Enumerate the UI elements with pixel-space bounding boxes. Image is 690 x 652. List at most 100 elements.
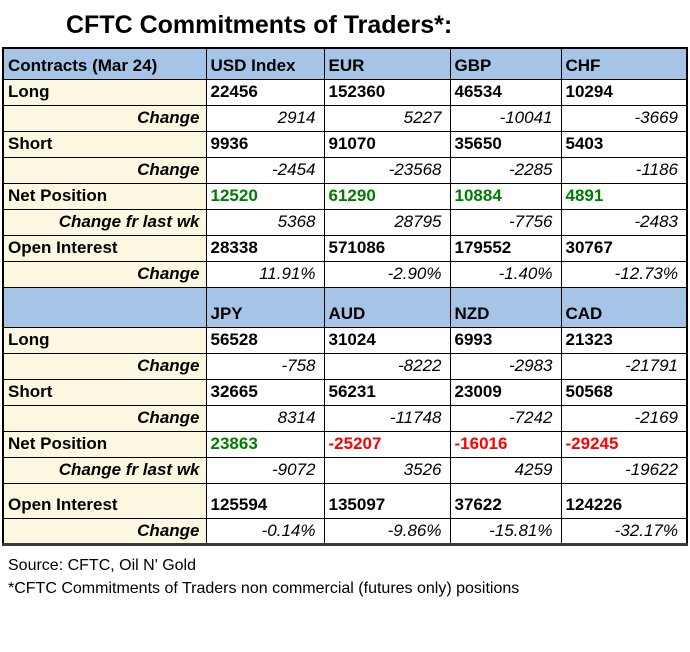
section-2-header-label	[2, 286, 207, 328]
table-row: Change -2454 -23568 -2285 -1186	[2, 156, 688, 184]
row-label: Change fr last wk	[2, 456, 207, 484]
column-header-gbp: GBP	[449, 47, 562, 80]
column-header-aud: AUD	[323, 286, 451, 328]
source-text: Source: CFTC, Oil N' Gold	[8, 556, 196, 574]
cell-value: 124226	[560, 482, 688, 519]
cell-value: 22456	[205, 78, 325, 106]
cell-value: -2169	[560, 404, 688, 432]
row-label: Short	[2, 378, 207, 406]
section-1-header-row: Contracts (Mar 24) USD Index EUR GBP CHF	[2, 47, 688, 80]
cell-value: 35650	[449, 130, 562, 158]
row-label: Long	[2, 78, 207, 106]
cell-value: -1186	[560, 156, 688, 184]
column-header-cad: CAD	[560, 286, 688, 328]
column-header-eur: EUR	[323, 47, 451, 80]
footer: Source: CFTC, Oil N' Gold *CFTC Commitme…	[8, 554, 690, 600]
table-row: Open Interest 125594 135097 37622 124226	[2, 482, 688, 519]
cell-value: -2.90%	[323, 260, 451, 288]
row-label: Change	[2, 517, 207, 545]
table-row: Change -758 -8222 -2983 -21791	[2, 352, 688, 380]
cell-value: 37622	[449, 482, 562, 519]
cell-value: -0.14%	[205, 517, 325, 545]
row-label: Net Position	[2, 430, 207, 458]
row-label: Short	[2, 130, 207, 158]
column-header-usd-index: USD Index	[205, 47, 325, 80]
cell-value: 5403	[560, 130, 688, 158]
cot-table: Contracts (Mar 24) USD Index EUR GBP CHF Long…	[2, 47, 688, 546]
cell-value: -9.86%	[323, 517, 451, 545]
cell-value: -2983	[449, 352, 562, 380]
cell-value: 10884	[449, 182, 562, 210]
cell-value: 4259	[449, 456, 562, 484]
cell-value: 46534	[449, 78, 562, 106]
table-row: Net Position 12520 61290 10884 4891	[2, 182, 688, 210]
row-label: Change fr last wk	[2, 208, 207, 236]
cell-value: 3526	[323, 456, 451, 484]
table-row: Open Interest 28338 571086 179552 30767	[2, 234, 688, 262]
cell-value: -25207	[323, 430, 451, 458]
cell-value: -15.81%	[449, 517, 562, 545]
row-label: Long	[2, 326, 207, 354]
cell-value: 21323	[560, 326, 688, 354]
cell-value: -2483	[560, 208, 688, 236]
table-row: Change fr last wk -9072 3526 4259 -19622	[2, 456, 688, 484]
table-row: Long 22456 152360 46534 10294	[2, 78, 688, 106]
column-header-chf: CHF	[560, 47, 688, 80]
cell-value: -29245	[560, 430, 688, 458]
section-2-header-row: JPY AUD NZD CAD	[2, 286, 688, 328]
cell-value: 8314	[205, 404, 325, 432]
cell-value: -2454	[205, 156, 325, 184]
cell-value: 4891	[560, 182, 688, 210]
column-header-jpy: JPY	[205, 286, 325, 328]
cell-value: 10294	[560, 78, 688, 106]
row-label: Change	[2, 260, 207, 288]
cell-value: -19622	[560, 456, 688, 484]
cell-value: 50568	[560, 378, 688, 406]
cell-value: 125594	[205, 482, 325, 519]
row-label: Open Interest	[2, 234, 207, 262]
row-label: Change	[2, 156, 207, 184]
cell-value: 135097	[323, 482, 451, 519]
cell-value: -3669	[560, 104, 688, 132]
cell-value: -10041	[449, 104, 562, 132]
cell-value: 56231	[323, 378, 451, 406]
cell-value: -758	[205, 352, 325, 380]
table-row: Change fr last wk 5368 28795 -7756 -2483	[2, 208, 688, 236]
cell-value: 12520	[205, 182, 325, 210]
table-row: Short 32665 56231 23009 50568	[2, 378, 688, 406]
cell-value: 9936	[205, 130, 325, 158]
cell-value: 31024	[323, 326, 451, 354]
cell-value: -23568	[323, 156, 451, 184]
cell-value: 5368	[205, 208, 325, 236]
cell-value: 30767	[560, 234, 688, 262]
cell-value: -21791	[560, 352, 688, 380]
cell-value: -9072	[205, 456, 325, 484]
cell-value: 11.91%	[205, 260, 325, 288]
cell-value: 56528	[205, 326, 325, 354]
cell-value: 6993	[449, 326, 562, 354]
cell-value: 23009	[449, 378, 562, 406]
column-header-nzd: NZD	[449, 286, 562, 328]
table-row: Change -0.14% -9.86% -15.81% -32.17%	[2, 517, 688, 545]
page-title: CFTC Commitments of Traders*:	[66, 11, 453, 39]
cell-value: -1.40%	[449, 260, 562, 288]
cell-value: -7756	[449, 208, 562, 236]
table-row: Change 11.91% -2.90% -1.40% -12.73%	[2, 260, 688, 288]
row-label: Net Position	[2, 182, 207, 210]
cell-value: -32.17%	[560, 517, 688, 545]
row-label: Change	[2, 352, 207, 380]
cell-value: 28795	[323, 208, 451, 236]
cell-value: 23863	[205, 430, 325, 458]
table-row: Change 2914 5227 -10041 -3669	[2, 104, 688, 132]
cell-value: -8222	[323, 352, 451, 380]
footnote-text: *CFTC Commitments of Traders non commerc…	[8, 579, 520, 597]
cell-value: -16016	[449, 430, 562, 458]
table-row: Net Position 23863 -25207 -16016 -29245	[2, 430, 688, 458]
cell-value: 152360	[323, 78, 451, 106]
row-label: Change	[2, 104, 207, 132]
table-row: Short 9936 91070 35650 5403	[2, 130, 688, 158]
cell-value: -12.73%	[560, 260, 688, 288]
cell-value: -2285	[449, 156, 562, 184]
page: CFTC Commitments of Traders*: Contracts …	[0, 11, 690, 600]
cell-value: 5227	[323, 104, 451, 132]
